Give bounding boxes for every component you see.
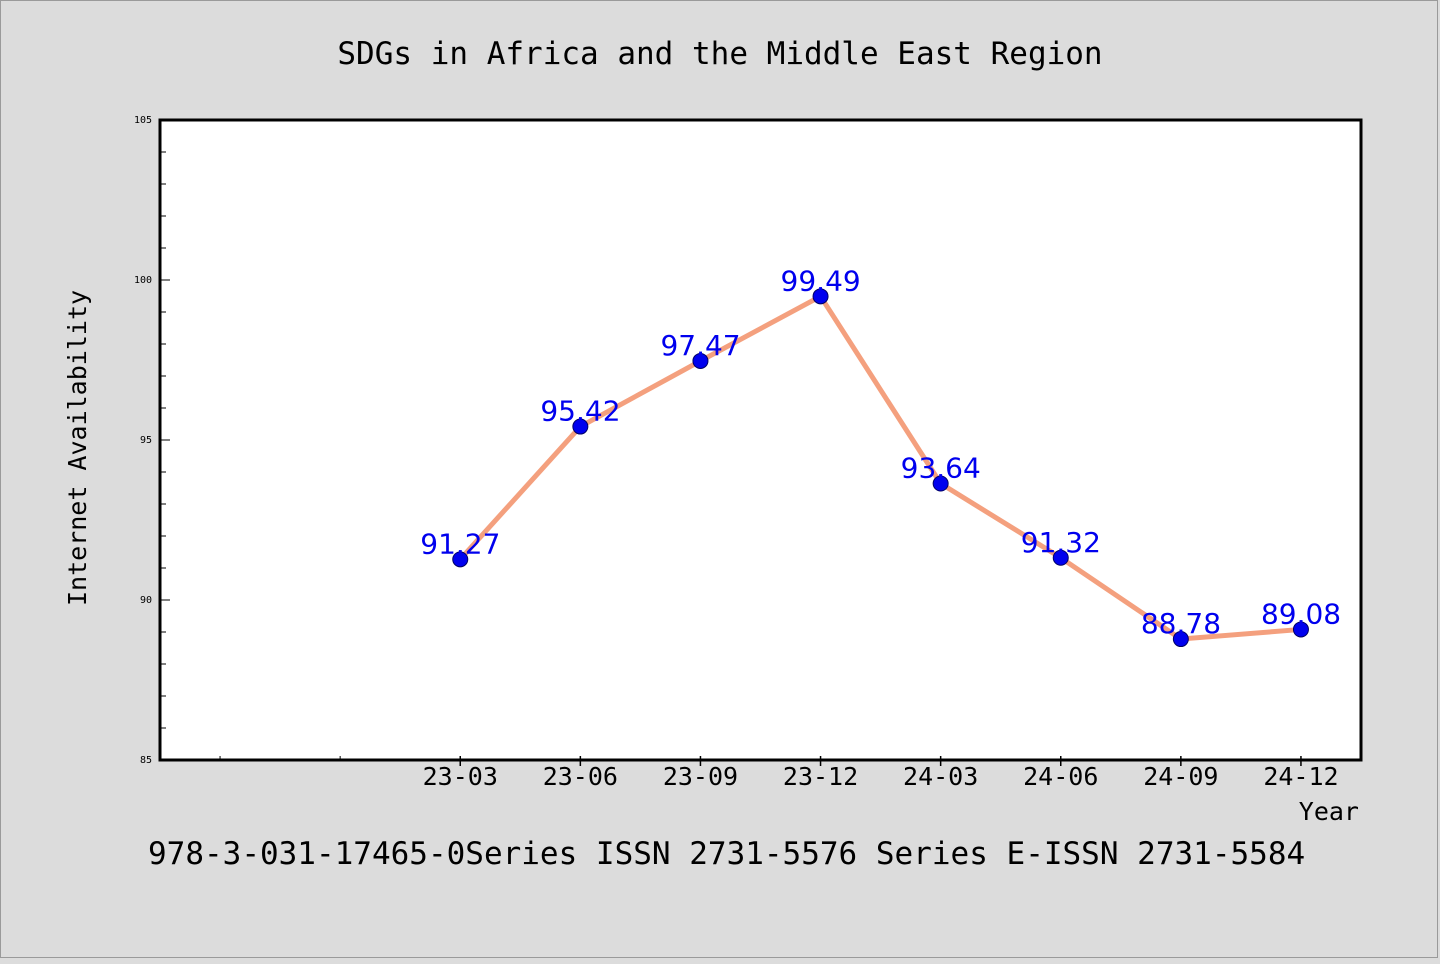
y-tick-label: 95 — [140, 435, 152, 446]
data-point — [1172, 631, 1189, 648]
data-label: 95.42 — [540, 395, 620, 428]
data-label: 93.64 — [901, 452, 981, 485]
data-label: 99.49 — [781, 264, 861, 297]
x-axis-label: Year — [1299, 797, 1359, 826]
x-axis: 23-03 23-06 23-09 23-12 24-03 24-06 24-09 24-12 — [219, 756, 1339, 791]
data-label: 89.08 — [1261, 597, 1341, 630]
y-tick-label: 105 — [134, 115, 152, 126]
data-label: 91.32 — [1021, 526, 1101, 559]
data-label: 97.47 — [660, 329, 740, 362]
data-point — [932, 475, 949, 492]
data-point — [1292, 621, 1309, 638]
data-label: 91.27 — [420, 527, 500, 560]
data-label: 88.78 — [1141, 607, 1221, 640]
chart-title: SDGs in Africa and the Middle East Regio… — [337, 36, 1102, 72]
data-point — [812, 288, 829, 305]
x-tick-label: 24-09 — [1143, 762, 1218, 791]
series-line-group: 91.27 95.42 97.47 99.49 93.64 91.32 88.78 89.08 — [420, 264, 1341, 648]
data-point — [1052, 549, 1069, 566]
y-axis: 85 90 95 100 105 — [134, 115, 170, 766]
data-point — [692, 352, 709, 369]
y-tick-label: 100 — [134, 275, 152, 286]
plot-area — [158, 118, 1363, 762]
x-tick-label: 24-03 — [903, 762, 978, 791]
x-tick-label: 24-12 — [1263, 762, 1338, 791]
data-point — [572, 418, 589, 435]
x-tick-label: 23-06 — [543, 762, 618, 791]
y-tick-label: 90 — [140, 595, 152, 606]
x-tick-label: 23-03 — [423, 762, 498, 791]
x-tick-label: 24-06 — [1023, 762, 1098, 791]
x-tick-label: 23-09 — [663, 762, 738, 791]
y-tick-label: 85 — [140, 755, 152, 766]
data-point — [452, 551, 469, 568]
y-axis-label: Internet Availability — [63, 290, 92, 606]
x-tick-label: 23-12 — [783, 762, 858, 791]
footer-text: 978-3-031-17465-0Series ISSN 2731-5576 S… — [148, 836, 1305, 872]
series-line — [457, 293, 1304, 642]
